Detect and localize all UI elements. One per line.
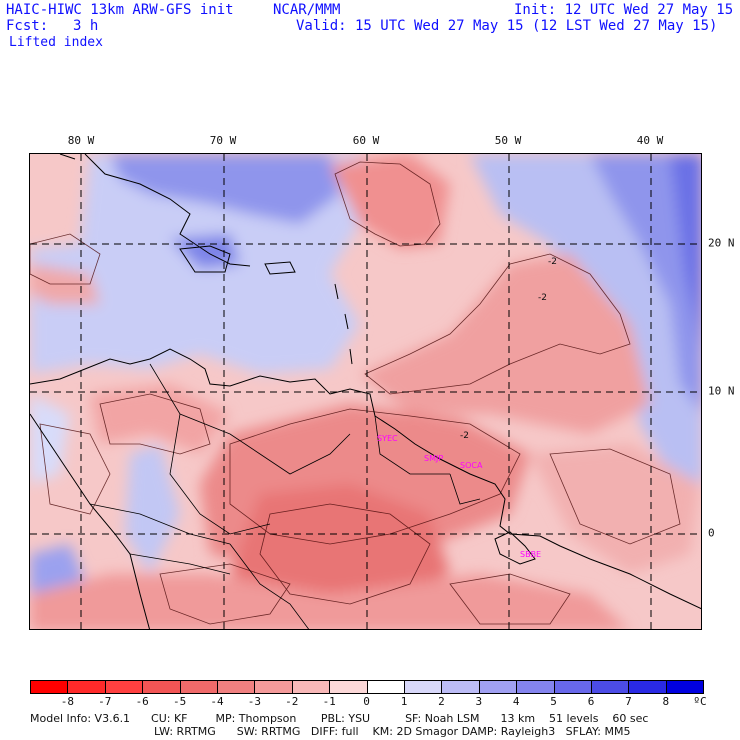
- colorbar-bin: [516, 680, 555, 694]
- valid-time: Valid: 15 UTC Wed 27 May 15 (12 LST Wed …: [296, 18, 718, 34]
- colorbar-bin: [628, 680, 667, 694]
- model-title: HAIC-HIWC 13km ARW-GFS init: [6, 2, 234, 18]
- lon-label-40w: 40 W: [636, 134, 664, 147]
- colorbar-bin: [366, 680, 405, 694]
- colorbar-tick-label: 4: [512, 695, 520, 708]
- lon-label-60w: 60 W: [352, 134, 380, 147]
- colorbar-tick-label: 0: [363, 695, 370, 708]
- colorbar-bin: [329, 680, 368, 694]
- colorbar-tick-label: 3: [475, 695, 483, 708]
- colorbar-bin: [553, 680, 592, 694]
- station-label: SOCA: [460, 461, 483, 470]
- colorbar-tick-label: -6: [135, 695, 149, 708]
- colorbar-bin: [104, 680, 144, 694]
- colorbar-tick-label: 8: [662, 695, 670, 708]
- station-label: SBBE: [520, 550, 542, 559]
- colorbar-tick-label: 6: [587, 695, 595, 708]
- colorbar-bin: [254, 680, 293, 694]
- colorbar-bin: [179, 680, 218, 694]
- station-label: SMJP: [424, 454, 444, 463]
- colorbar-bin: [30, 680, 69, 694]
- colorbar-tick-label: 1: [400, 695, 408, 708]
- colorbar-tick-label: -8: [60, 695, 75, 708]
- colorbar-tick-label: -2: [285, 695, 299, 708]
- colorbar-tick-label: 7: [625, 695, 632, 708]
- map-panel: -2 -2 -2 SYEC SMJP SOCA SBBE: [29, 153, 702, 630]
- lon-label-70w: 70 W: [209, 134, 237, 147]
- colorbar-tick-label: -1: [322, 695, 336, 708]
- lifted-index-field: -2 -2 -2: [30, 154, 701, 629]
- colorbar-tick-label: 2: [438, 695, 445, 708]
- field-name: Lifted index: [9, 35, 103, 50]
- colorbar-bin: [665, 680, 705, 694]
- colorbar-tick-label: -5: [172, 695, 187, 708]
- colorbar-tick-label: -3: [247, 695, 262, 708]
- lat-label-0: 0: [708, 526, 715, 540]
- colorbar-bin: [67, 680, 106, 694]
- colorbar-bin: [217, 680, 256, 694]
- org-label: NCAR/MMM: [273, 2, 341, 18]
- forecast-hours: 3 h: [73, 18, 99, 34]
- lat-label-10n: 10 N: [708, 384, 735, 398]
- colorbar-unit: ºC: [693, 695, 707, 708]
- colorbar-bin: [591, 680, 630, 694]
- lon-label-80w: 80 W: [67, 134, 95, 147]
- colorbar-bin: [291, 680, 331, 694]
- model-info-line-2: LW: RRTMG SW: RRTMG DIFF: full KM: 2D Sm…: [154, 725, 631, 738]
- colorbar-bin: [404, 680, 443, 694]
- station-label: SYEC: [377, 434, 398, 443]
- contour-label: -2: [548, 257, 557, 267]
- init-time: Init: 12 UTC Wed 27 May 15: [514, 2, 734, 18]
- colorbar-bin: [478, 680, 518, 694]
- colorbar-tick-label: -4: [210, 695, 224, 708]
- lat-label-20n: 20 N: [708, 236, 735, 250]
- contour-label: -2: [460, 431, 469, 441]
- forecast-label: Fcst:: [6, 18, 49, 34]
- colorbar-bin: [441, 680, 480, 694]
- colorbar-bin: [142, 680, 181, 694]
- lon-label-50w: 50 W: [494, 134, 522, 147]
- colorbar-tick-label: -7: [98, 695, 112, 708]
- contour-label: -2: [538, 293, 547, 303]
- model-info-line-1: Model Info: V3.6.1 CU: KF MP: Thompson P…: [30, 712, 649, 725]
- colorbar-tick-label: 5: [550, 695, 557, 708]
